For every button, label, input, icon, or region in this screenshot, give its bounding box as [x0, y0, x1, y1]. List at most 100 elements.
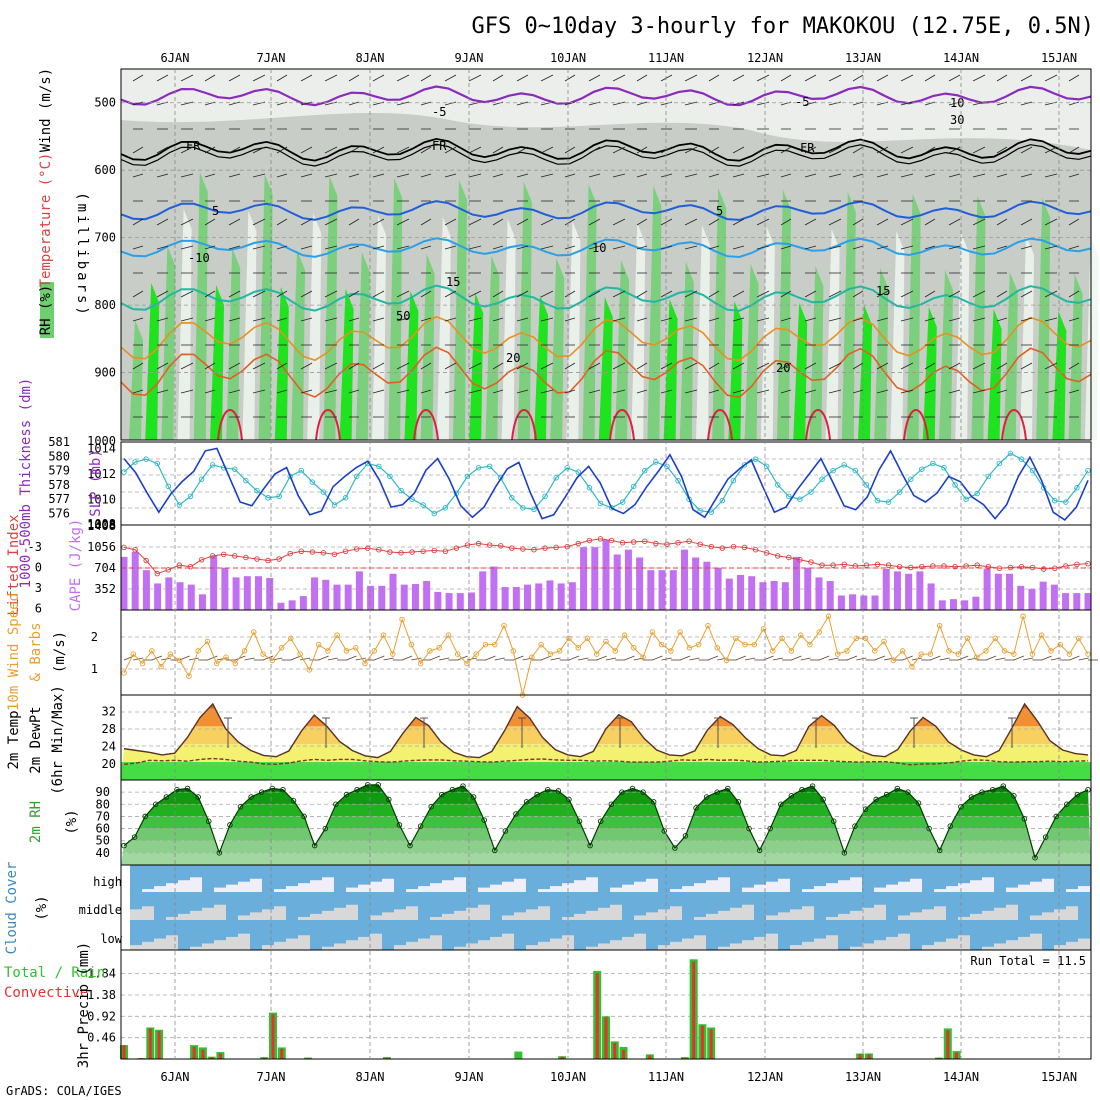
rh-line-point — [1064, 801, 1070, 808]
cloud-block — [514, 878, 526, 892]
thickness-line-point — [520, 505, 526, 511]
cape-bar — [524, 584, 532, 610]
rh-line-point — [703, 794, 710, 800]
cloud-block — [850, 946, 862, 950]
side-axis-label: (m/s) — [52, 631, 68, 673]
lifted-index-line-point — [786, 554, 792, 561]
lifted-index-line — [123, 538, 1089, 575]
upper-air-side-labels: RH (%)Temperature (°C)Wind (m/s) (milliba… — [38, 68, 1092, 441]
rh-line-point — [481, 817, 487, 823]
rh-band — [631, 223, 646, 440]
cloud-block — [550, 886, 562, 892]
rh-line-point — [862, 806, 869, 812]
rh-band — [679, 262, 694, 440]
temp-band — [121, 708, 1091, 727]
wind-speed-line-point — [139, 660, 146, 667]
cloud-block — [742, 904, 754, 920]
panel-frame — [120, 441, 1092, 526]
cloud-level-label: middle — [79, 903, 122, 917]
cloud-block — [142, 906, 154, 920]
wind-barb — [939, 657, 950, 661]
rh-line-point — [841, 850, 848, 856]
cloud-block — [694, 916, 706, 920]
rh-band — [372, 215, 386, 440]
wind-barb — [856, 657, 867, 661]
precip-convective-bar — [192, 1046, 196, 1059]
cloud-block — [898, 881, 910, 892]
temp-tick-label: 28 — [102, 722, 116, 736]
thickness-line-point — [675, 477, 681, 484]
cloud-block — [190, 877, 202, 892]
wind-speed-line-point — [825, 613, 832, 620]
wind-speed-line-point — [918, 651, 924, 657]
cloud-block — [970, 880, 982, 892]
cloud-block — [610, 887, 622, 892]
rh-band — [1068, 274, 1083, 440]
lifted-index-line-point — [165, 567, 172, 573]
rh-band — [550, 258, 565, 440]
wind-speed-line-point — [946, 648, 952, 654]
wind-barb — [439, 657, 450, 661]
lifted-index-line-point — [176, 562, 183, 568]
cloud-block — [190, 946, 202, 950]
thickness-line-point — [719, 497, 726, 504]
cloud-block — [262, 909, 274, 920]
wind-speed-line-point — [1001, 648, 1008, 654]
lifted-index-line-point — [653, 540, 659, 547]
cloud-block — [874, 904, 886, 920]
cloud-block — [418, 886, 430, 892]
wind-speed-line-point — [872, 648, 878, 654]
lifted-index-line-point — [342, 548, 349, 555]
wind-barb — [411, 657, 422, 661]
wind-speed-line-point — [223, 654, 229, 660]
side-axis-label: CAPE (J/kg) — [68, 519, 84, 612]
rh-line-point — [905, 789, 911, 795]
cloud-block — [1054, 909, 1066, 920]
wind-barb — [735, 655, 746, 661]
wind-barb — [791, 655, 802, 661]
precip-convective-bar — [700, 1025, 704, 1059]
cape-bar — [501, 587, 509, 610]
top-date-label: 12JAN — [747, 51, 783, 65]
thickness-line-point — [1063, 499, 1069, 505]
thickness-line-point — [653, 459, 659, 465]
cloud-block — [718, 910, 730, 920]
lifted-index-line-point — [1085, 560, 1091, 567]
cloud-block — [634, 933, 646, 950]
precip-convective-bar — [946, 1030, 950, 1059]
cape-bar — [243, 576, 251, 610]
lifted-index-line-point — [741, 544, 748, 551]
wind-speed-line-point — [603, 638, 609, 645]
rh-band — [121, 792, 1091, 805]
rh-line-point — [576, 818, 583, 825]
wind-speed-line-point — [195, 648, 201, 654]
rh-band — [193, 172, 208, 440]
rh-line-point — [523, 799, 530, 805]
rh-line-point — [1011, 793, 1017, 799]
thickness-tick-label: 581 — [48, 435, 70, 449]
pressure-tick-label: 600 — [94, 163, 116, 177]
thickness-line-point — [564, 465, 570, 471]
isotherm-line — [120, 200, 1092, 221]
rh-line-point — [375, 782, 381, 788]
cloud-block — [1078, 886, 1090, 892]
isotherm-label: 30 — [950, 113, 964, 127]
lifted-index-line-point — [154, 570, 160, 577]
thickness-line-point — [320, 489, 327, 495]
slp-bottom-label: 1008 — [87, 517, 116, 531]
rh-band — [906, 194, 921, 440]
wind-barb — [355, 657, 366, 661]
rh-line-point — [205, 818, 212, 825]
thickness-line-point — [165, 483, 172, 490]
wind-barb — [235, 655, 246, 661]
wind-barb — [846, 655, 858, 661]
rh-line-point — [640, 789, 646, 795]
wind-barb — [132, 74, 1080, 418]
lifted-index-line-point — [630, 539, 637, 545]
wind-speed-line-point — [714, 645, 720, 651]
lifted-index-line-point — [885, 562, 892, 568]
lifted-index-line-point — [409, 549, 415, 555]
rh-band — [121, 852, 1091, 865]
wind-speed-line-point — [1066, 651, 1073, 657]
cape-bar — [938, 600, 946, 610]
